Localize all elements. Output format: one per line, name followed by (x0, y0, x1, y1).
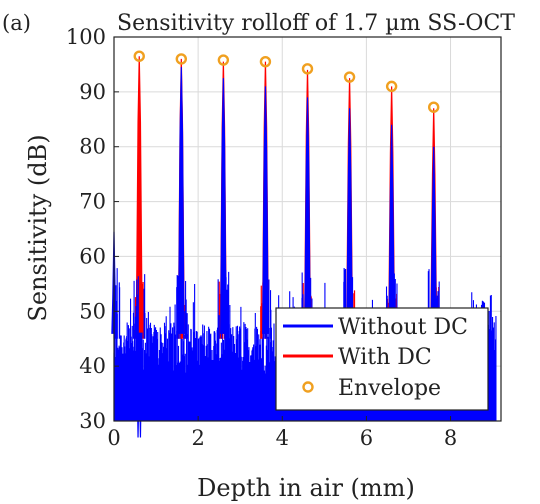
legend: Without DC With DC Envelope (275, 307, 489, 411)
y-tick-label-50: 50 (79, 299, 106, 323)
x-axis-label: Depth in air (mm) (197, 474, 415, 502)
without-dc-sidelobes-0 (113, 268, 121, 339)
envelope-markers (133, 50, 440, 113)
envelope-marker-4 (301, 63, 314, 75)
without-dc-peak-1 (135, 332, 143, 438)
x-tick-label-8: 8 (444, 426, 457, 450)
legend-marker-envelope (302, 381, 314, 393)
y-axis-label: Sensitivity (dB) (24, 134, 52, 321)
legend-label-with-dc: With DC (338, 345, 432, 370)
y-tick-label-60: 60 (79, 244, 106, 268)
y-tick-label-100: 100 (66, 25, 106, 49)
without-dc-sidelobes-1 (132, 274, 146, 339)
axes (113, 36, 502, 422)
legend-label-envelope: Envelope (338, 376, 441, 401)
envelope-marker-6 (385, 80, 398, 93)
y-tick-label-70: 70 (79, 190, 106, 214)
without-dc-sidelobes-4 (262, 269, 272, 339)
without-dc-sidelobes-2 (176, 274, 188, 339)
envelope-marker-3 (259, 55, 272, 68)
envelope-marker-5 (343, 71, 356, 83)
y-tick-label-30: 30 (79, 409, 106, 433)
x-tick-label-6: 6 (360, 426, 373, 450)
panel-label: (a) (2, 11, 31, 35)
y-tick-label-40: 40 (79, 354, 106, 378)
envelope-marker-2 (217, 54, 230, 66)
x-tick-label-4: 4 (276, 426, 289, 450)
x-tick-label-0: 0 (107, 426, 120, 450)
tick-labels: 0 2 4 6 8 30 40 50 60 70 80 90 100 (66, 25, 457, 450)
without-dc-sidelobes-3 (217, 269, 230, 339)
chart-title: Sensitivity rolloff of 1.7 µm SS-OCT (117, 11, 515, 36)
x-tick-label-2: 2 (191, 426, 204, 450)
envelope-marker-7 (427, 101, 440, 113)
plot-area-frame (113, 36, 502, 422)
y-tick-label-80: 80 (79, 135, 106, 159)
envelope-marker-0 (133, 50, 145, 62)
legend-label-without-dc: Without DC (338, 315, 468, 340)
y-tick-label-90: 90 (79, 80, 106, 104)
envelope-marker-1 (175, 53, 188, 65)
